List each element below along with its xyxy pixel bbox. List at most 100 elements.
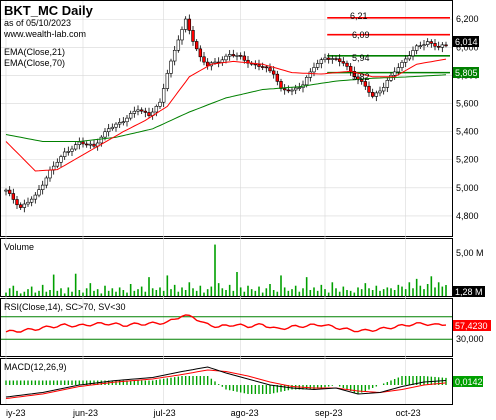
macd-signal-line <box>5 369 447 399</box>
candle-body <box>29 198 34 203</box>
candle-body <box>326 57 331 60</box>
price-tick-label: 5,600 <box>456 99 479 109</box>
candle-body <box>341 61 346 64</box>
candle-body <box>147 112 151 116</box>
chart-subtitle: as of 05/10/2023 <box>4 18 71 28</box>
candle-body <box>275 73 280 82</box>
candle-body <box>279 81 283 89</box>
candle-body <box>264 66 269 69</box>
candle-body <box>370 92 375 97</box>
candle-body <box>117 122 122 125</box>
candle-body <box>312 67 316 73</box>
candle-body <box>403 58 408 63</box>
date-tick-label: ago-23 <box>231 408 259 418</box>
candle-body <box>161 88 166 103</box>
candle-body <box>238 55 243 57</box>
volume-bars <box>5 244 447 296</box>
candle-body <box>55 161 60 167</box>
date-tick-label: jul-23 <box>153 408 176 418</box>
macd-label: MACD(12,26,9) <box>4 362 67 372</box>
candle-body <box>429 41 434 44</box>
ema21-line <box>5 58 447 172</box>
date-tick-label: sep-23 <box>315 408 343 418</box>
candle-body <box>396 67 401 73</box>
candle-body <box>352 71 357 78</box>
candle-body <box>92 143 96 147</box>
candle-body <box>7 189 12 194</box>
rsi-label: RSI(Close,14), SC>70, SV<30 <box>4 302 126 312</box>
candle-body <box>128 113 133 119</box>
macd-series <box>5 366 447 399</box>
volume-label: Volume <box>4 242 34 252</box>
grid-lines <box>1 1 452 404</box>
level-label-5-94: 5,94 <box>352 53 370 63</box>
candle-body <box>242 55 247 61</box>
candle-body <box>77 141 82 145</box>
candle-body <box>436 45 441 48</box>
macd-value-box <box>453 376 483 387</box>
candle-body <box>4 189 8 192</box>
candle-body <box>407 55 412 60</box>
price-pane[interactable] <box>0 0 453 237</box>
candle-body <box>62 151 67 157</box>
candle-body <box>59 156 63 163</box>
legend-ema70: EMA(Close,70) <box>4 58 65 68</box>
candle-body <box>392 71 397 76</box>
candle-body <box>323 57 327 60</box>
price-tick-label: 6,000 <box>456 42 479 52</box>
candle-body <box>136 109 140 112</box>
candle-body <box>282 88 287 91</box>
last-price-value: 6,014 <box>455 37 478 47</box>
candle-body <box>381 87 386 92</box>
candle-body <box>187 18 192 31</box>
candle-body <box>315 63 320 68</box>
candle-body <box>444 44 448 47</box>
candle-body <box>66 151 71 153</box>
price-tick-label: 6,200 <box>456 14 479 24</box>
candle-body <box>411 50 415 57</box>
last-price-box <box>453 36 479 47</box>
volume-last-value: 1,28 M <box>455 287 483 297</box>
rsi-last-value: 57,4230 <box>455 321 488 331</box>
candle-body <box>183 18 188 30</box>
candle-body <box>400 62 404 68</box>
candle-body <box>15 199 19 206</box>
candle-body <box>88 143 93 146</box>
candle-body <box>374 92 379 97</box>
candle-body <box>257 64 261 67</box>
rsi-value-box <box>453 320 491 331</box>
price-axis <box>453 0 496 405</box>
chart-title: BKT_MC Daily <box>4 3 94 18</box>
candle-body <box>367 85 371 93</box>
candle-body <box>345 62 349 67</box>
rsi-series <box>1 314 452 340</box>
candle-body <box>231 54 236 57</box>
candle-body <box>363 81 368 87</box>
macd-last-value: 0,0142 <box>455 377 483 387</box>
candle-body <box>48 169 52 179</box>
candle-body <box>290 89 294 92</box>
ema-lines <box>5 58 447 172</box>
candle-body <box>286 89 291 92</box>
volume-tick-label: 5,00 M <box>456 248 484 258</box>
candle-body <box>227 54 232 57</box>
level-label-5-82: 5,82 <box>352 72 370 82</box>
candle-body <box>385 80 390 88</box>
candle-body <box>271 70 276 75</box>
candle-body <box>378 90 382 94</box>
candle-body <box>114 123 118 128</box>
candle-body <box>169 60 173 74</box>
rsi-pane[interactable] <box>0 298 453 357</box>
volume-value-box <box>453 286 485 297</box>
date-tick-label: oct-23 <box>396 408 421 418</box>
rsi-tick-label: 30,000 <box>456 334 484 344</box>
price-tick-label: 5,200 <box>456 155 479 165</box>
candle-body <box>18 204 23 208</box>
candle-body <box>84 143 89 146</box>
price-tick-label: 5,000 <box>456 183 479 193</box>
candle-body <box>220 59 225 63</box>
candle-body <box>176 39 181 51</box>
candle-body <box>293 87 298 91</box>
candle-body <box>40 184 45 190</box>
candle-body <box>425 41 430 46</box>
